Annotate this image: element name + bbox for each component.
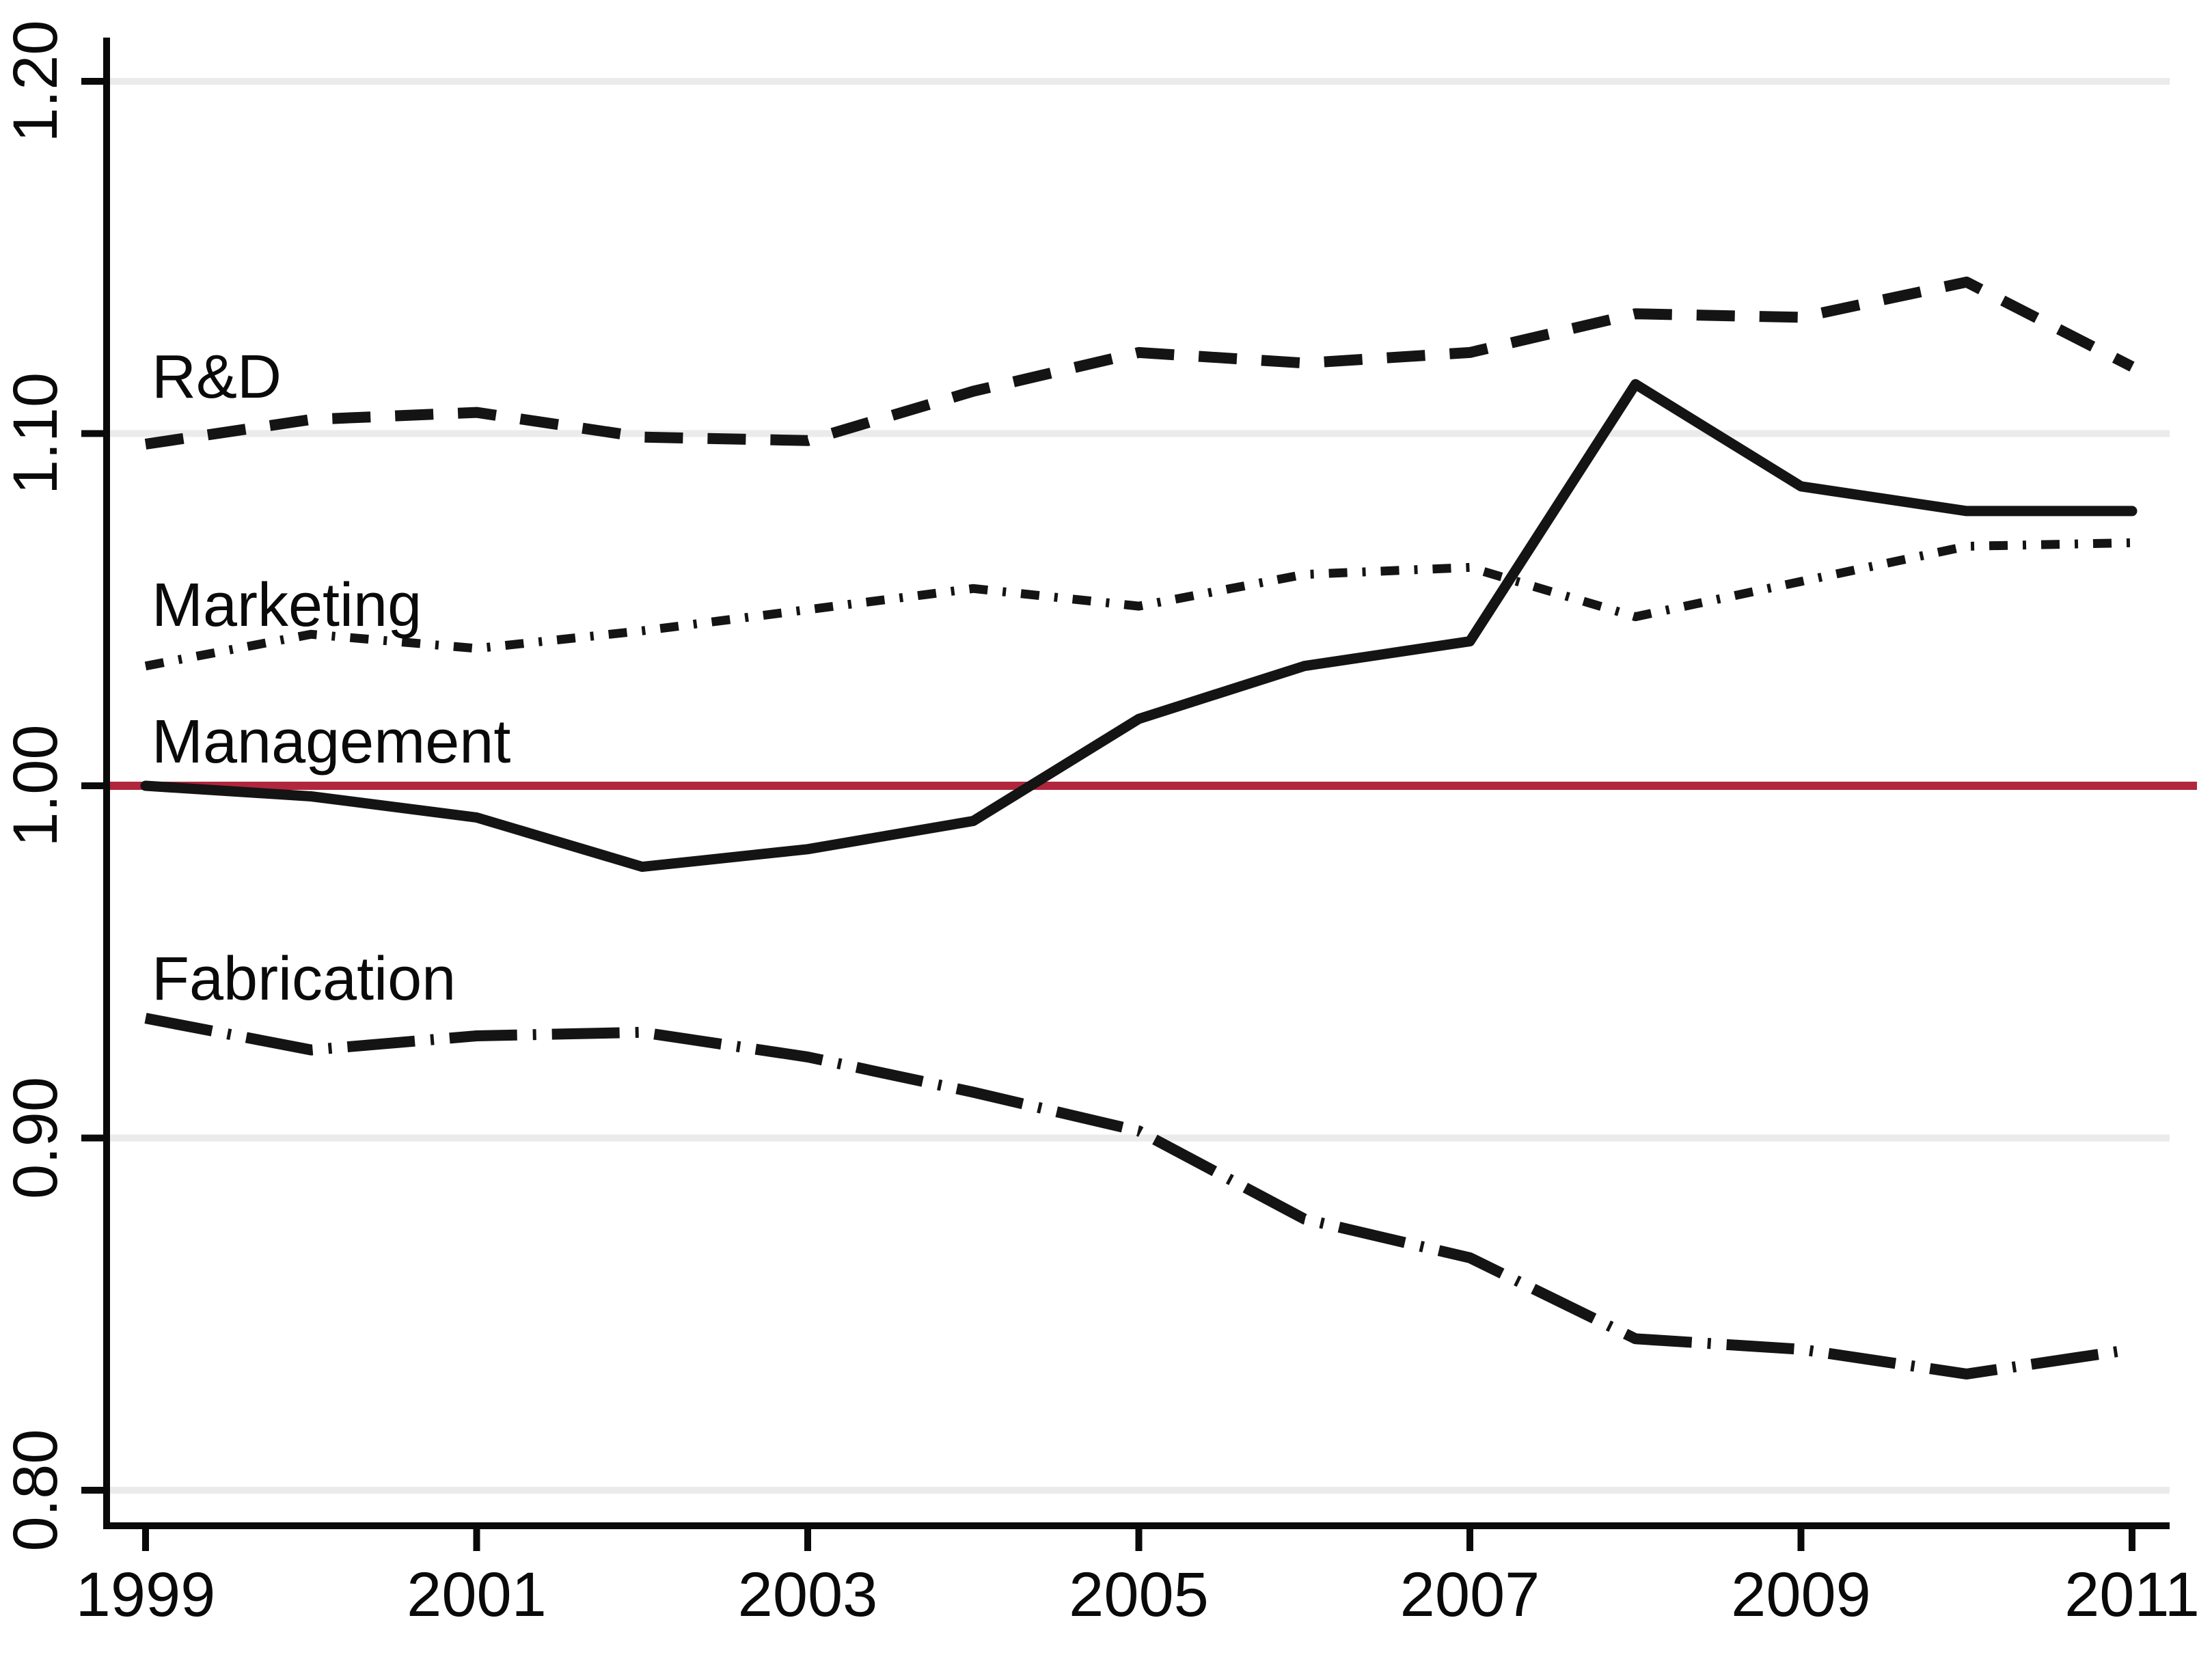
x-tick-label-2001: 2001 [407,1560,547,1630]
y-tick-label-0.80: 0.80 [1,1429,70,1551]
x-tick-label-1999: 1999 [76,1560,216,1630]
x-tick-label-2007: 2007 [1400,1560,1540,1630]
series-label-management: Management [152,708,510,776]
series-line-management [140,379,2138,873]
y-tick-label-1.00: 1.00 [1,724,70,847]
series-label-r-d: R&D [152,343,282,411]
x-tick-label-2003: 2003 [738,1560,878,1630]
data-series-layer [140,276,2138,1380]
series-label-fabrication: Fabrication [152,945,456,1013]
gridlines-layer [107,78,2170,1494]
tick-labels-layer: 0.80 0.90 1.00 1.10 1.20 1999 2001 2003 2005 2007… [1,20,2200,1630]
series-label-marketing: Marketing [152,571,422,640]
series-labels-layer: R&D Marketing Management Fabrication [152,343,510,1013]
x-tick-label-2009: 2009 [1731,1560,1871,1630]
series-line-marketing [144,538,2133,671]
series-line-r-d [144,276,2135,450]
x-tick-label-2011: 2011 [2064,1560,2200,1630]
y-tick-label-0.90: 0.90 [1,1077,70,1199]
x-tick-label-2005: 2005 [1069,1560,1209,1630]
axes-layer [81,38,2170,1551]
series-line-fabrication [144,1013,2133,1380]
y-tick-label-1.20: 1.20 [1,20,70,142]
y-tick-label-1.10: 1.10 [1,372,70,495]
